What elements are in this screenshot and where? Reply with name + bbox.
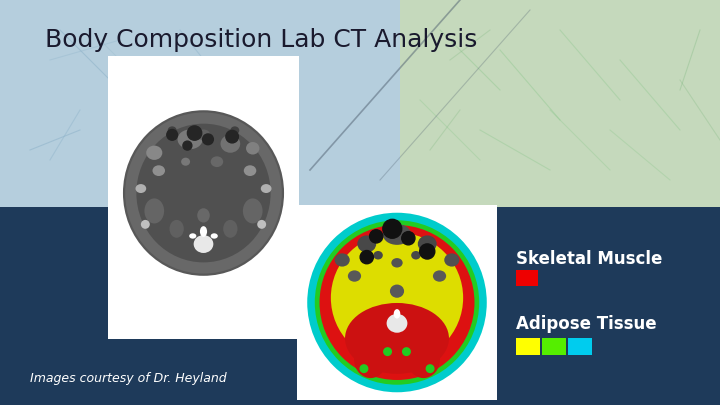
Text: Images courtesy of Dr. Heyland: Images courtesy of Dr. Heyland: [30, 372, 227, 385]
Ellipse shape: [331, 232, 463, 363]
Ellipse shape: [169, 220, 184, 238]
Ellipse shape: [348, 271, 361, 282]
Ellipse shape: [200, 226, 207, 237]
Ellipse shape: [345, 303, 449, 374]
Bar: [297, 205, 497, 400]
Circle shape: [226, 130, 238, 143]
Ellipse shape: [197, 130, 210, 140]
Ellipse shape: [125, 113, 282, 273]
Ellipse shape: [123, 110, 284, 276]
Ellipse shape: [320, 225, 474, 380]
Ellipse shape: [307, 213, 487, 392]
Bar: [516, 338, 540, 355]
Circle shape: [384, 348, 392, 356]
Ellipse shape: [197, 208, 210, 223]
Ellipse shape: [145, 198, 164, 224]
Circle shape: [187, 126, 202, 140]
Ellipse shape: [392, 258, 402, 268]
Ellipse shape: [178, 130, 202, 149]
Ellipse shape: [411, 251, 420, 260]
Circle shape: [420, 244, 435, 259]
Ellipse shape: [335, 254, 350, 266]
Ellipse shape: [315, 220, 480, 385]
Bar: [516, 270, 538, 286]
Ellipse shape: [136, 124, 271, 262]
Circle shape: [426, 365, 434, 373]
Circle shape: [360, 365, 368, 373]
Circle shape: [383, 220, 402, 238]
Text: Body Composition Lab CT Analysis: Body Composition Lab CT Analysis: [45, 28, 477, 52]
Ellipse shape: [357, 235, 377, 252]
Ellipse shape: [223, 220, 238, 238]
Ellipse shape: [261, 184, 271, 193]
Ellipse shape: [387, 314, 408, 333]
Text: Adipose Tissue: Adipose Tissue: [516, 315, 657, 333]
Ellipse shape: [390, 285, 404, 298]
Ellipse shape: [394, 309, 400, 319]
Text: Skeletal Muscle: Skeletal Muscle: [516, 250, 662, 268]
Ellipse shape: [189, 233, 197, 239]
Ellipse shape: [374, 251, 383, 260]
Circle shape: [167, 130, 178, 140]
Bar: [568, 338, 592, 355]
Ellipse shape: [194, 235, 213, 253]
Ellipse shape: [383, 224, 411, 245]
Ellipse shape: [153, 165, 165, 176]
Bar: [542, 338, 566, 355]
Ellipse shape: [246, 142, 259, 155]
Ellipse shape: [181, 158, 190, 166]
Ellipse shape: [243, 198, 263, 224]
Ellipse shape: [141, 220, 150, 229]
Ellipse shape: [168, 126, 176, 134]
Polygon shape: [400, 0, 720, 207]
Ellipse shape: [146, 145, 162, 160]
Ellipse shape: [230, 126, 239, 134]
Circle shape: [360, 251, 374, 264]
Polygon shape: [0, 0, 400, 207]
Circle shape: [369, 230, 383, 243]
Ellipse shape: [433, 271, 446, 282]
Circle shape: [402, 232, 415, 245]
Circle shape: [202, 134, 213, 145]
Ellipse shape: [211, 156, 223, 167]
Circle shape: [183, 141, 192, 150]
Circle shape: [402, 348, 410, 356]
Ellipse shape: [257, 220, 266, 229]
Ellipse shape: [444, 254, 459, 266]
Ellipse shape: [135, 184, 146, 193]
Ellipse shape: [211, 233, 218, 239]
Ellipse shape: [244, 165, 256, 176]
Ellipse shape: [220, 135, 240, 153]
Ellipse shape: [354, 340, 387, 378]
Ellipse shape: [407, 340, 440, 378]
Bar: [0, 207, 720, 405]
Ellipse shape: [418, 235, 437, 252]
Bar: [108, 56, 299, 339]
